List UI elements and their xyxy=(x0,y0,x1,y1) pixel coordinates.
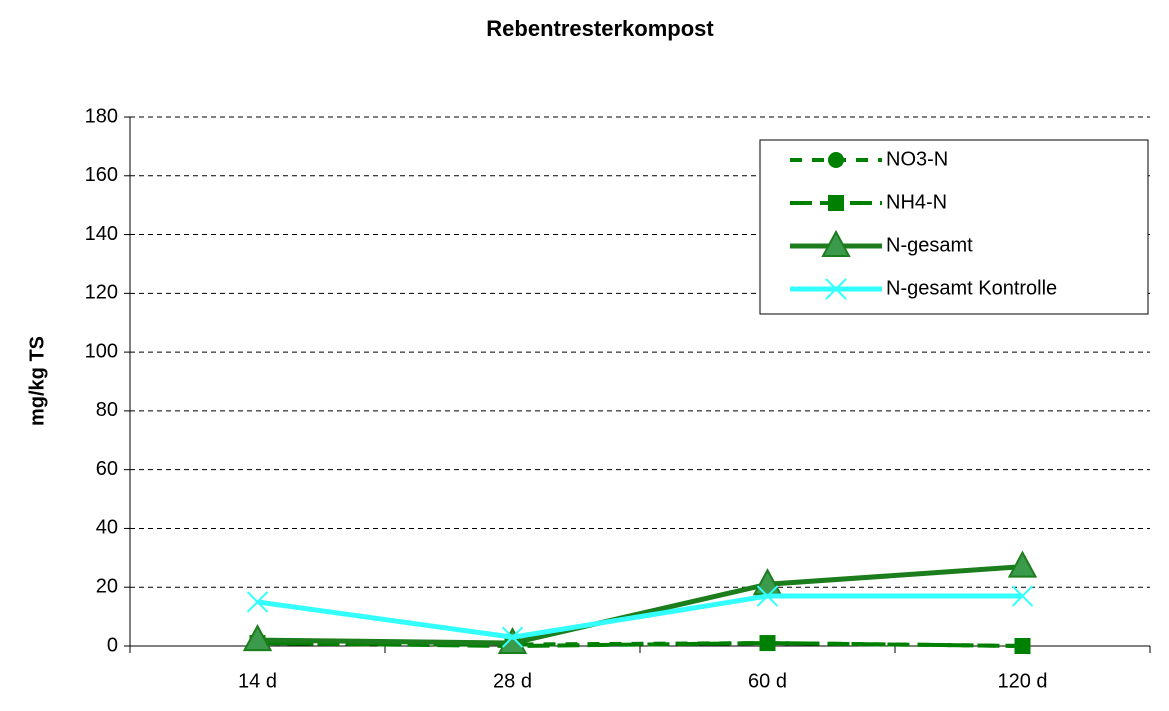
x-tick-label: 60 d xyxy=(748,670,787,692)
legend-label: NO3-N xyxy=(886,148,948,170)
y-tick-label: 100 xyxy=(85,340,118,362)
marker xyxy=(242,624,273,652)
legend-box xyxy=(759,139,1149,315)
marker xyxy=(821,229,851,257)
y-tick-label: 120 xyxy=(85,282,118,304)
legend-label: NH4-N xyxy=(886,191,947,213)
y-tick-label: 40 xyxy=(96,517,118,539)
y-tick-label: 160 xyxy=(85,164,118,186)
y-tick-label: 80 xyxy=(96,399,118,421)
y-tick-label: 60 xyxy=(96,458,118,480)
series-line xyxy=(257,641,1023,649)
y-tick-label: 180 xyxy=(85,105,118,127)
marker xyxy=(828,195,844,211)
marker xyxy=(1014,638,1031,654)
marker xyxy=(246,591,269,613)
marker xyxy=(828,152,844,168)
marker xyxy=(825,278,847,300)
x-tick-label: 14 d xyxy=(238,670,277,692)
y-axis-label: mg/kg TS xyxy=(26,336,48,426)
series-line xyxy=(257,641,1023,648)
marker xyxy=(501,626,524,648)
marker xyxy=(497,626,528,655)
x-tick-label: 120 d xyxy=(997,670,1047,692)
marker xyxy=(759,635,776,652)
series-line xyxy=(257,593,1023,640)
y-tick-label: 140 xyxy=(85,223,118,245)
x-tick-label: 28 d xyxy=(493,670,532,692)
chart-title: Rebentresterkompost xyxy=(486,16,714,41)
marker xyxy=(1007,550,1038,578)
legend-label: N-gesamt Kontrolle xyxy=(886,277,1057,299)
marker xyxy=(756,585,779,607)
y-tick-label: 20 xyxy=(96,576,118,598)
legend-label: N-gesamt xyxy=(886,234,973,256)
marker xyxy=(1011,585,1034,607)
series-line xyxy=(257,564,1023,646)
y-tick-label: 0 xyxy=(107,634,118,656)
